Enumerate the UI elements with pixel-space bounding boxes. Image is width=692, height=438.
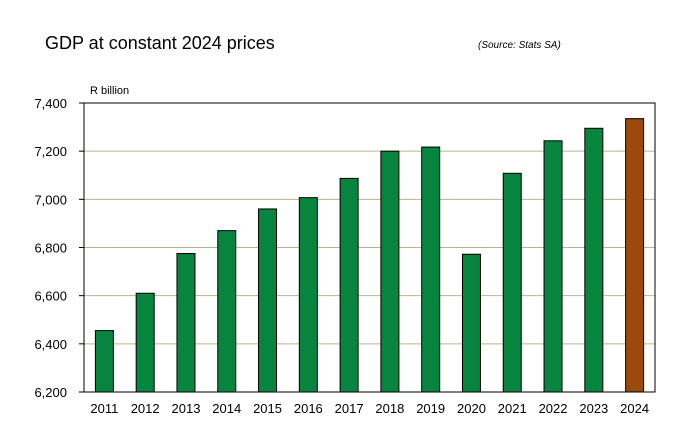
x-tick-label: 2015 — [253, 401, 282, 416]
y-tick-label: 6,800 — [34, 241, 67, 256]
bar — [380, 150, 400, 393]
x-tick-label: 2023 — [579, 401, 608, 416]
y-tick-label: 7,400 — [34, 96, 67, 111]
bar — [258, 208, 278, 393]
y-tick-label: 6,600 — [34, 289, 67, 304]
x-tick-label: 2017 — [335, 401, 364, 416]
x-tick-label: 2019 — [416, 401, 445, 416]
x-tick-label: 2018 — [375, 401, 404, 416]
bar — [94, 330, 114, 393]
y-tick-label: 7,000 — [34, 192, 67, 207]
x-tick-label: 2024 — [620, 401, 649, 416]
bar — [584, 127, 604, 393]
bar — [421, 146, 441, 393]
y-tick-label: 6,400 — [34, 337, 67, 352]
x-tick-label: 2022 — [539, 401, 568, 416]
y-tick-label: 7,200 — [34, 144, 67, 159]
bar — [502, 172, 522, 393]
plot-area-border — [83, 102, 656, 393]
bar — [625, 118, 645, 393]
bar — [217, 230, 237, 393]
bar — [461, 253, 481, 393]
x-tick-label: 2014 — [212, 401, 241, 416]
x-tick-label: 2011 — [90, 401, 118, 416]
bar — [135, 292, 155, 393]
bar — [298, 197, 318, 393]
x-tick-label: 2016 — [294, 401, 323, 416]
x-tick-label: 2020 — [457, 401, 486, 416]
chart-source: (Source: Stats SA) — [478, 40, 561, 51]
y-tick-label: 6,200 — [34, 385, 67, 400]
x-tick-label: 2013 — [172, 401, 201, 416]
x-tick-label: 2012 — [131, 401, 160, 416]
bar — [543, 140, 563, 393]
y-axis-label: R billion — [90, 85, 130, 97]
chart-title: GDP at constant 2024 prices — [45, 33, 275, 53]
x-tick-label: 2021 — [498, 401, 527, 416]
bar — [339, 177, 359, 393]
bar — [176, 253, 196, 393]
